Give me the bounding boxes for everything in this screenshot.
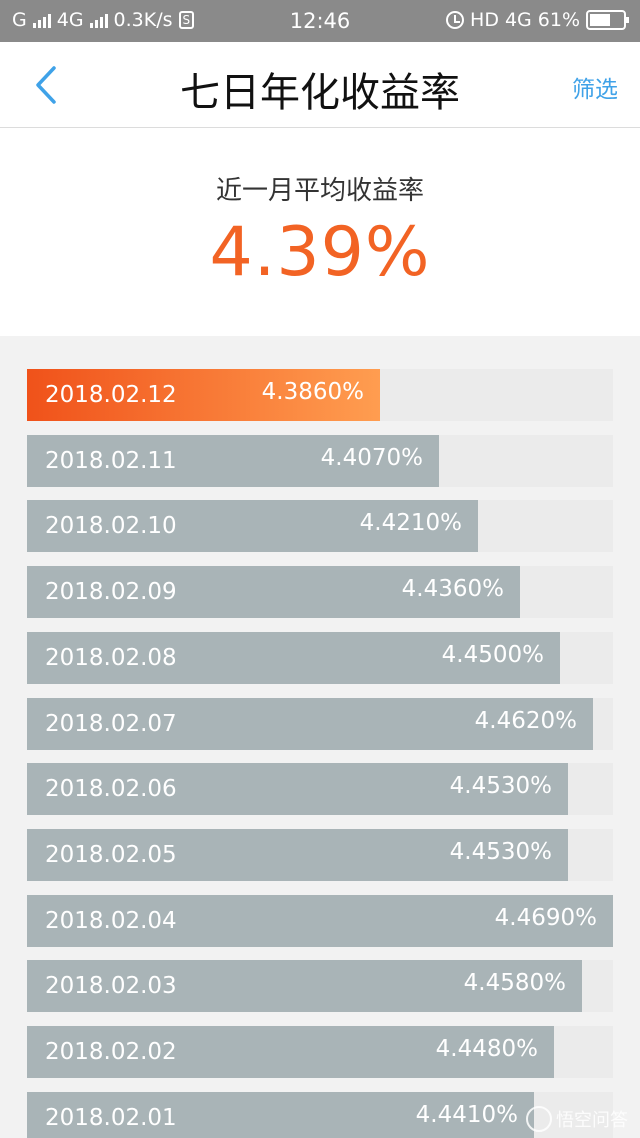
rate-date: 2018.02.03 <box>45 973 177 999</box>
rate-value: 4.4480% <box>435 1036 538 1062</box>
rate-row[interactable]: 2018.02.05 4.4530% <box>27 829 613 881</box>
watermark: 悟空问答 <box>526 1106 628 1132</box>
rate-row[interactable]: 2018.02.12 4.3860% <box>27 369 613 421</box>
rate-value: 4.4360% <box>401 576 504 602</box>
rate-bar-fill <box>27 960 582 1012</box>
net-speed: 0.3K/s <box>113 9 173 31</box>
page-title: 七日年化收益率 <box>180 70 460 116</box>
rate-row[interactable]: 2018.02.06 4.4530% <box>27 763 613 815</box>
chevron-left-icon <box>36 66 56 104</box>
rate-value: 4.4210% <box>359 510 462 536</box>
rate-bar-fill <box>27 632 560 684</box>
summary-label: 近一月平均收益率 <box>215 176 424 206</box>
rate-value: 4.4530% <box>449 839 552 865</box>
rate-bar-fill <box>27 698 593 750</box>
rate-row[interactable]: 2018.02.10 4.4210% <box>27 500 613 552</box>
rate-date: 2018.02.05 <box>45 842 177 868</box>
rate-bar-fill <box>27 1026 554 1078</box>
s-badge-icon: S <box>178 11 195 29</box>
rate-value: 4.4530% <box>449 773 552 799</box>
hd-label: HD <box>470 9 499 31</box>
net-type: 4G <box>504 9 532 31</box>
status-bar: G 4G 0.3K/s S 12:46 HD 4G 61% <box>0 0 640 42</box>
carrier-2: 4G <box>56 9 84 31</box>
rate-bar-fill <box>27 500 478 552</box>
rate-date: 2018.02.08 <box>45 645 177 671</box>
rate-bar-fill <box>27 369 380 421</box>
signal-icon-2 <box>89 12 108 28</box>
rate-value: 4.4410% <box>415 1102 518 1128</box>
rate-bar-fill <box>27 435 439 487</box>
rate-bar-fill <box>27 763 568 815</box>
rate-row[interactable]: 2018.02.08 4.4500% <box>27 632 613 684</box>
battery-icon <box>586 10 629 30</box>
rate-row[interactable]: 2018.02.03 4.4580% <box>27 960 613 1012</box>
rate-value: 4.4620% <box>474 708 577 734</box>
status-right: HD 4G 61% <box>446 9 629 31</box>
alarm-icon <box>446 11 465 29</box>
status-left: G 4G 0.3K/s S <box>12 9 195 31</box>
watermark-text: 悟空问答 <box>556 1110 628 1131</box>
rate-bar-fill <box>27 895 613 947</box>
rate-value: 4.3860% <box>261 379 364 405</box>
rate-bar-fill <box>27 566 520 618</box>
rate-date: 2018.02.04 <box>45 908 177 934</box>
rate-date: 2018.02.02 <box>45 1039 177 1065</box>
nav-bar: 七日年化收益率 筛选 <box>0 42 640 128</box>
rate-row[interactable]: 2018.02.01 4.4410% <box>27 1092 613 1138</box>
rate-bar-fill <box>27 829 568 881</box>
rate-date: 2018.02.06 <box>45 776 177 802</box>
rate-date: 2018.02.11 <box>45 448 177 474</box>
rate-row[interactable]: 2018.02.11 4.4070% <box>27 435 613 487</box>
rate-bar-fill <box>27 1092 534 1138</box>
rate-value: 4.4070% <box>320 445 423 471</box>
rate-date: 2018.02.09 <box>45 579 177 605</box>
filter-button[interactable]: 筛选 <box>572 77 618 103</box>
rate-date: 2018.02.12 <box>45 382 177 408</box>
summary-panel: 近一月平均收益率 4.39% <box>0 128 640 336</box>
rate-row[interactable]: 2018.02.04 4.4690% <box>27 895 613 947</box>
rate-value: 4.4690% <box>494 905 597 931</box>
signal-icon <box>32 12 51 28</box>
summary-value: 4.39% <box>209 213 431 292</box>
battery-percent: 61% <box>537 9 580 31</box>
rate-date: 2018.02.07 <box>45 711 177 737</box>
watermark-logo-icon <box>526 1106 552 1132</box>
carrier-1: G <box>12 9 27 31</box>
rate-date: 2018.02.10 <box>45 513 177 539</box>
rate-row[interactable]: 2018.02.07 4.4620% <box>27 698 613 750</box>
rate-date: 2018.02.01 <box>45 1105 177 1131</box>
status-time: 12:46 <box>289 9 351 33</box>
rate-row[interactable]: 2018.02.02 4.4480% <box>27 1026 613 1078</box>
rate-value: 4.4580% <box>463 970 566 996</box>
rate-value: 4.4500% <box>441 642 544 668</box>
rate-row[interactable]: 2018.02.09 4.4360% <box>27 566 613 618</box>
back-button[interactable] <box>30 62 70 108</box>
